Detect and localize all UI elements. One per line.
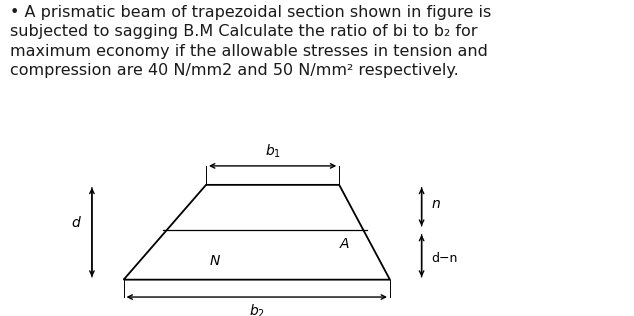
Text: $b_2$: $b_2$ (249, 303, 265, 316)
Text: d−n: d−n (431, 252, 458, 265)
Text: $b_1$: $b_1$ (264, 143, 281, 160)
Text: d: d (72, 216, 81, 230)
Text: N: N (209, 254, 219, 268)
Text: A: A (340, 237, 349, 251)
Text: n: n (431, 198, 440, 211)
Text: • A prismatic beam of trapezoidal section shown in figure is
subjected to saggin: • A prismatic beam of trapezoidal sectio… (10, 5, 491, 78)
